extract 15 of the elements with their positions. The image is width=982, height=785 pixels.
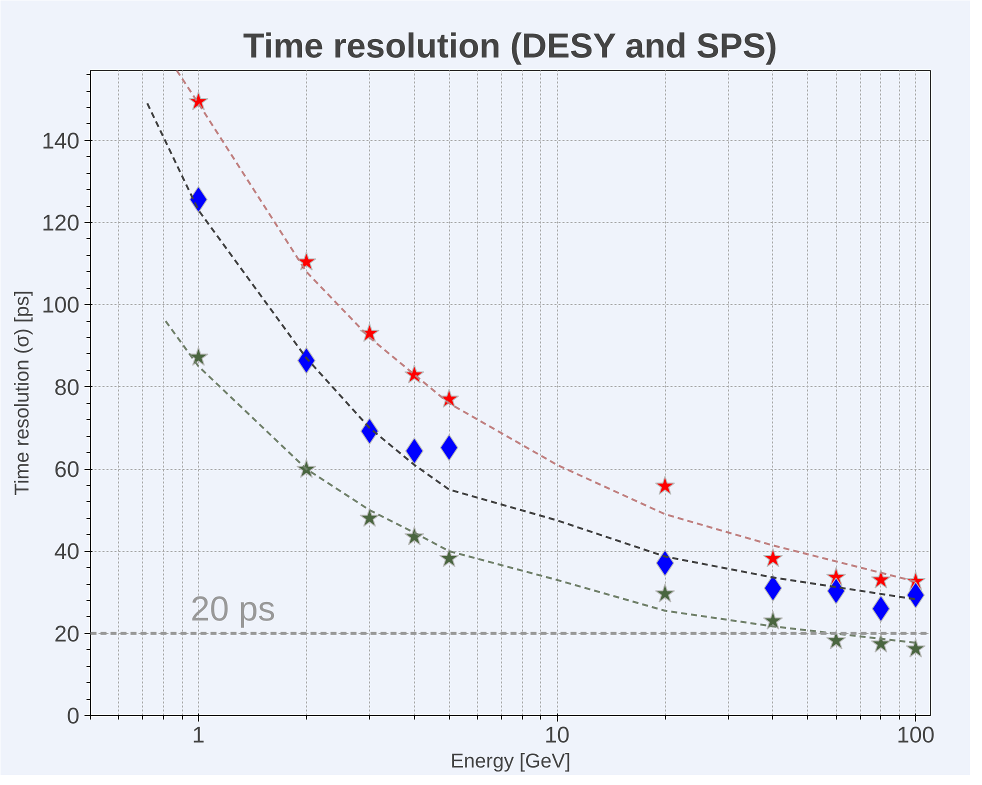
y-axis-title: Time resolution (σ) [ps] xyxy=(12,290,34,496)
y-tick-label: 80 xyxy=(54,374,80,400)
ref-line-label: 20 ps xyxy=(190,590,276,628)
chart-title: Time resolution (DESY and SPS) xyxy=(243,28,778,66)
y-tick-label: 140 xyxy=(42,127,80,154)
y-tick-label: 0 xyxy=(66,702,80,728)
y-tick-label: 100 xyxy=(42,292,80,318)
y-tick-label: 20 xyxy=(54,620,80,646)
x-tick-label: 100 xyxy=(896,722,935,748)
y-tick-label: 120 xyxy=(42,210,80,236)
x-axis-title: Energy [GeV] xyxy=(450,750,571,772)
x-tick-label: 1 xyxy=(192,722,205,748)
x-tick-label: 10 xyxy=(544,722,570,748)
y-tick-label: 60 xyxy=(54,456,80,482)
y-tick-label: 40 xyxy=(54,538,80,564)
